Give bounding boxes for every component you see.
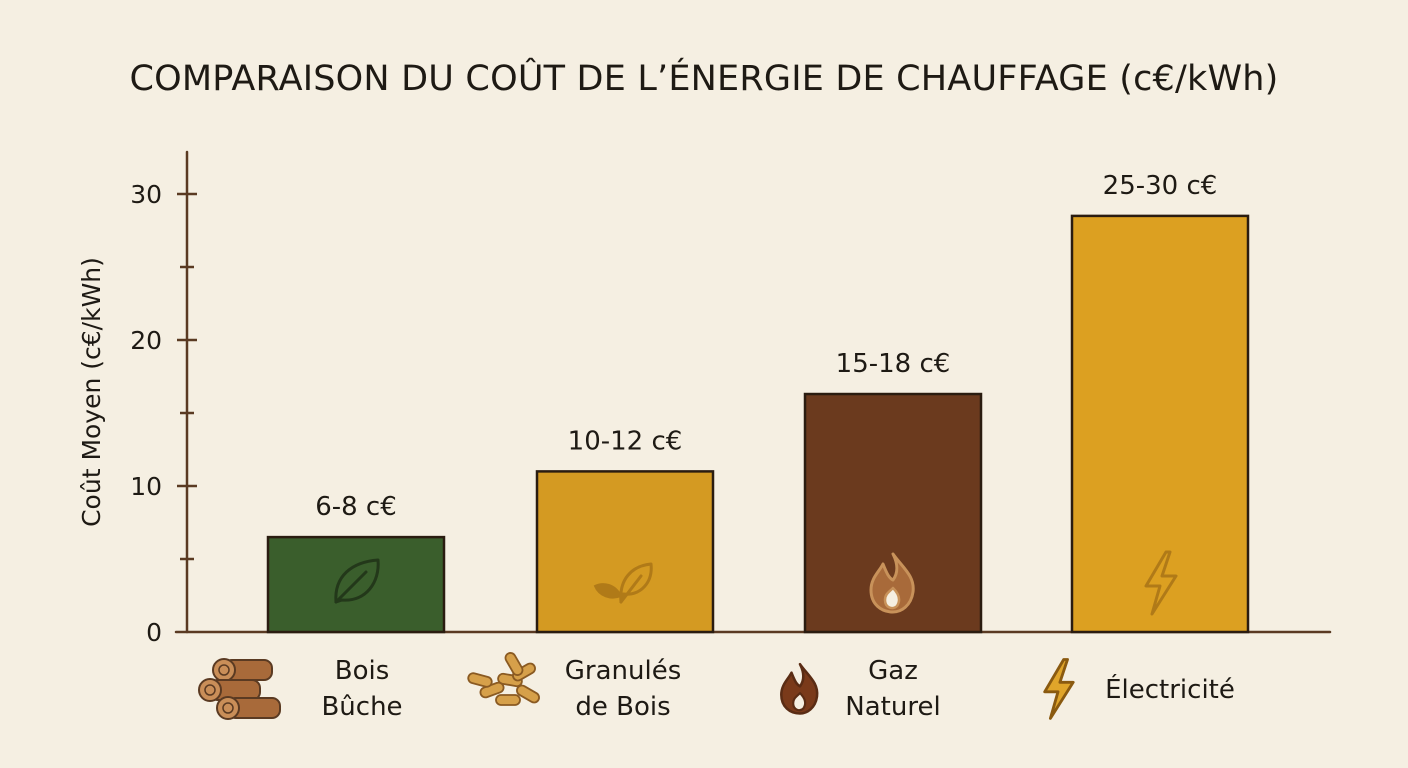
bar-value-label: 10-12 c€ — [568, 426, 683, 456]
y-tick-label: 0 — [146, 618, 162, 647]
flame-icon — [780, 662, 819, 715]
category-label: Électricité — [1105, 673, 1235, 705]
bar — [535, 470, 715, 634]
flame-icon — [869, 552, 915, 614]
y-tick-label: 30 — [130, 180, 162, 209]
category-label: Granulés — [565, 656, 682, 686]
bar — [1070, 214, 1250, 634]
logs-icon — [198, 658, 281, 720]
lightning-icon — [1144, 550, 1178, 616]
bar — [266, 535, 446, 634]
y-tick-label: 10 — [130, 472, 162, 501]
bar-value-label: 25-30 c€ — [1103, 171, 1218, 201]
chart-title: COMPARAISON DU COÛT DE L’ÉNERGIE DE CHAU… — [130, 57, 1279, 99]
bar-value-label: 6-8 c€ — [315, 492, 397, 522]
category-label: de Bois — [575, 692, 670, 722]
leaf-icon — [334, 558, 380, 604]
bars: 6-8 c€ 10-12 c€ 15-18 c€ 25-30 c€ — [266, 171, 1250, 634]
bar-value-label: 15-18 c€ — [836, 349, 951, 379]
category-label: Gaz — [868, 656, 918, 686]
y-ticks: 0 10 20 30 — [130, 180, 197, 647]
y-axis-label: Coût Moyen (c€/kWh) — [77, 257, 106, 527]
x-categories: Bois Bûche Granulés de Bois Gaz Naturel Électr… — [198, 652, 1235, 722]
category-label: Bûche — [321, 692, 402, 722]
category-label: Bois — [335, 656, 390, 686]
pellets-icon — [467, 652, 540, 706]
sprout-icon — [593, 562, 653, 604]
y-tick-label: 20 — [130, 326, 162, 355]
category-label: Naturel — [845, 692, 940, 722]
lightning-icon — [1043, 658, 1075, 720]
